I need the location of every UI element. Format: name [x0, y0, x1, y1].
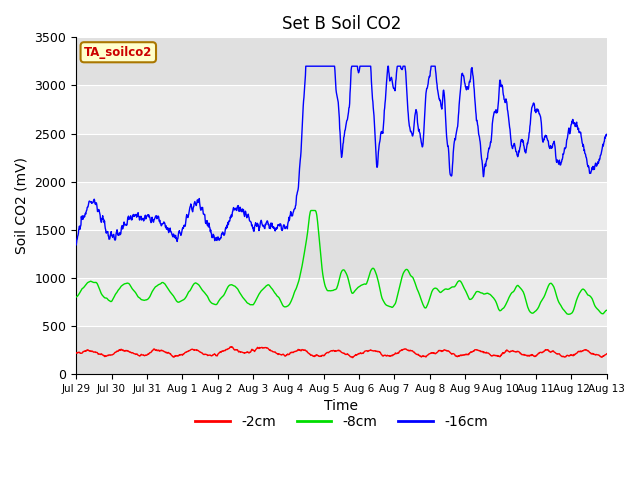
Bar — [76, 181, 607, 230]
Bar — [76, 326, 607, 374]
Bar — [76, 37, 607, 85]
X-axis label: Time: Time — [324, 399, 358, 413]
Bar — [76, 230, 607, 278]
Y-axis label: Soil CO2 (mV): Soil CO2 (mV) — [15, 157, 29, 254]
Legend: -2cm, -8cm, -16cm: -2cm, -8cm, -16cm — [189, 409, 493, 434]
Text: TA_soilco2: TA_soilco2 — [84, 46, 152, 59]
Title: Set B Soil CO2: Set B Soil CO2 — [282, 15, 401, 33]
Bar — [76, 85, 607, 133]
Bar — [76, 278, 607, 326]
Bar — [76, 133, 607, 181]
